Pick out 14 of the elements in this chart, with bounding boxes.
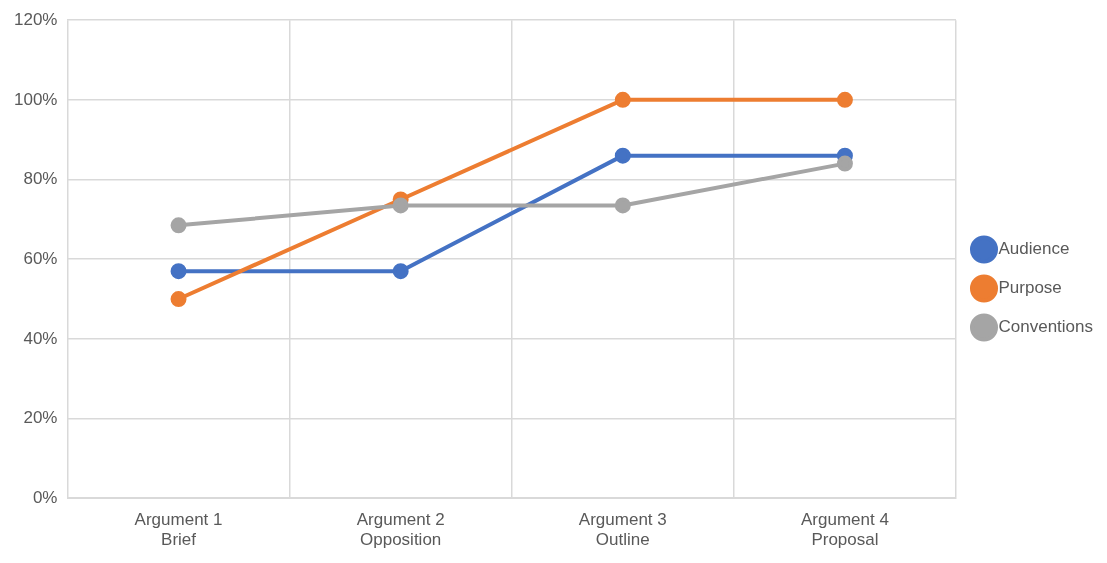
y-tick-label: 0% bbox=[32, 487, 58, 507]
y-tick-label: 120% bbox=[14, 9, 58, 29]
legend-label: Audience bbox=[998, 239, 1070, 259]
x-tick-label: Argument 1 Brief bbox=[134, 510, 223, 550]
legend-label: Purpose bbox=[998, 278, 1062, 298]
y-tick-label: 80% bbox=[23, 169, 58, 189]
y-tick-label: 60% bbox=[23, 248, 58, 268]
y-tick-label: 40% bbox=[23, 328, 58, 348]
legend-label: Conventions bbox=[998, 317, 1094, 337]
y-tick-label: 20% bbox=[23, 408, 58, 428]
x-tick-label: Argument 4 Proposal bbox=[800, 510, 889, 550]
x-tick-label: Argument 3 Outline bbox=[578, 510, 667, 550]
x-tick-label: Argument 2 Opposition bbox=[356, 510, 445, 550]
y-tick-label: 100% bbox=[14, 89, 58, 109]
